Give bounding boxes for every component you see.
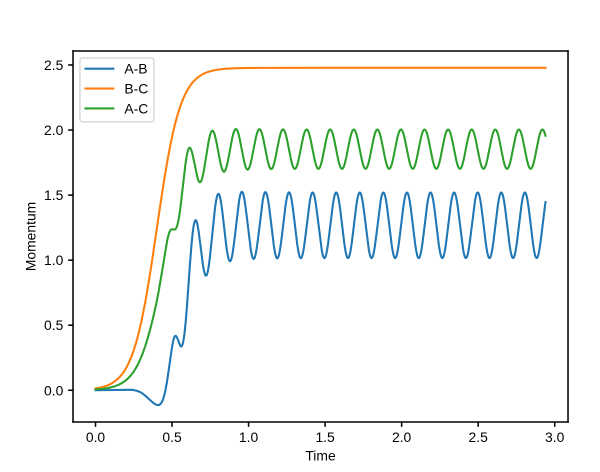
svg-text:A-C: A-C bbox=[124, 100, 148, 116]
svg-text:2.5: 2.5 bbox=[469, 429, 489, 445]
svg-text:3.0: 3.0 bbox=[545, 429, 565, 445]
svg-text:1.0: 1.0 bbox=[44, 252, 64, 268]
svg-text:Time: Time bbox=[305, 447, 336, 463]
svg-text:1.5: 1.5 bbox=[44, 187, 64, 203]
svg-text:1.0: 1.0 bbox=[239, 429, 259, 445]
svg-text:A-B: A-B bbox=[124, 61, 147, 77]
svg-text:0.0: 0.0 bbox=[44, 382, 64, 398]
svg-text:2.0: 2.0 bbox=[392, 429, 412, 445]
svg-text:0.0: 0.0 bbox=[86, 429, 106, 445]
svg-text:1.5: 1.5 bbox=[315, 429, 335, 445]
svg-text:2.0: 2.0 bbox=[44, 122, 64, 138]
svg-text:B-C: B-C bbox=[124, 80, 148, 96]
svg-text:0.5: 0.5 bbox=[162, 429, 182, 445]
svg-text:0.5: 0.5 bbox=[44, 317, 64, 333]
svg-text:Momentum: Momentum bbox=[23, 202, 39, 271]
svg-text:2.5: 2.5 bbox=[44, 57, 64, 73]
